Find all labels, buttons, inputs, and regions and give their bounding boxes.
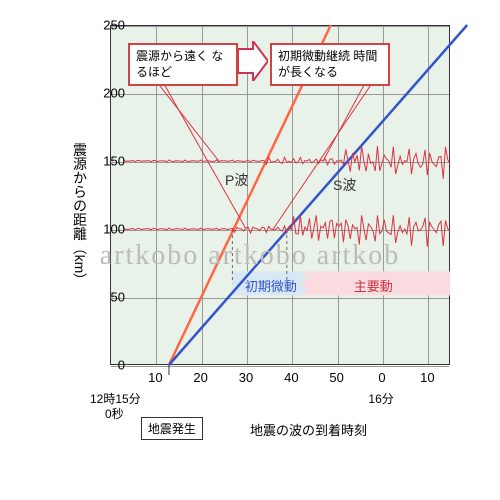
- x-tick: 0: [378, 370, 385, 385]
- y-tick: 0: [118, 358, 125, 373]
- origin-marker: 地震発生: [141, 417, 203, 440]
- time-anchor: 0秒: [105, 405, 124, 422]
- callout-arrow-icon: [238, 41, 268, 81]
- callout-right: 初期微動継続 時間が長くなる: [270, 43, 390, 86]
- y-tick: 200: [103, 86, 125, 101]
- callout-right-text: 初期微動継続 時間が長くなる: [278, 49, 377, 79]
- callout-left-text: 震源から遠く なるほど: [136, 49, 223, 79]
- seismic-chart: 震源からの距離（km） 震源から遠く なるほど 初期微動継続 時間が長くなる P…: [70, 15, 470, 415]
- x-tick: 10: [420, 370, 434, 385]
- y-tick: 50: [111, 290, 125, 305]
- x-tick: 40: [284, 370, 298, 385]
- time-anchor: 16分: [368, 390, 393, 407]
- x-tick: 20: [193, 370, 207, 385]
- y-tick: 150: [103, 154, 125, 169]
- y-axis-label: 震源からの距離（km）: [70, 143, 90, 288]
- y-tick: 250: [103, 18, 125, 33]
- x-tick: 50: [329, 370, 343, 385]
- x-tick: 30: [239, 370, 253, 385]
- callout-left: 震源から遠く なるほど: [128, 43, 238, 86]
- x-tick: 10: [148, 370, 162, 385]
- initial-motion-label: 初期微動: [237, 274, 305, 297]
- main-motion-label: 主要動: [346, 274, 401, 297]
- p-wave-label: P波: [225, 170, 248, 190]
- y-tick: 100: [103, 222, 125, 237]
- x-axis-label: 地震の波の到着時刻: [250, 420, 367, 439]
- s-wave-label: S波: [333, 175, 356, 195]
